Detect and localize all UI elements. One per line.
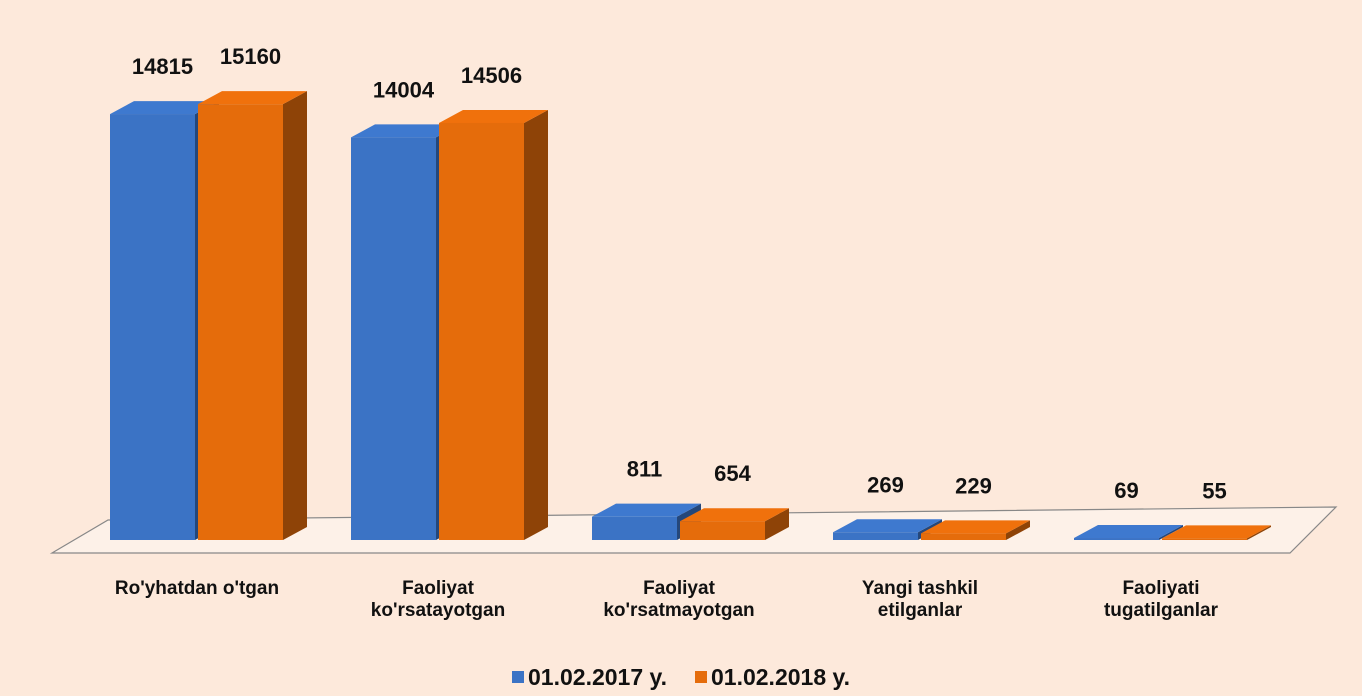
bar-top (833, 519, 942, 533)
bar-top (680, 508, 789, 522)
value-label: 15160 (220, 44, 281, 69)
x-tick-label: Faoliyat ko'rsatayotgan (370, 578, 506, 621)
x-tick-label: Faoliyati tugatilganlar (1103, 578, 1218, 621)
value-label: 14004 (373, 77, 435, 102)
bar-top (351, 124, 460, 138)
bar-top (921, 520, 1030, 534)
bar (110, 114, 195, 540)
x-tick-label: Ro'yhatdan o'tgan (114, 578, 280, 599)
legend: 01.02.2017 y. 01.02.2018 y. (0, 664, 1362, 691)
bar (1074, 538, 1159, 540)
value-label: 69 (1114, 478, 1138, 503)
bar-top (1074, 525, 1183, 539)
bar-side (524, 109, 548, 540)
bar-side (1247, 525, 1271, 540)
bar-side (283, 91, 307, 541)
value-label: 269 (867, 472, 904, 497)
bar (439, 122, 524, 540)
value-label: 55 (1202, 478, 1226, 503)
bar (198, 104, 283, 541)
bar-top (592, 503, 701, 517)
legend-item: 01.02.2018 y. (695, 664, 850, 691)
bar-side (765, 508, 789, 540)
bar (351, 137, 436, 540)
bar-side (1006, 520, 1030, 540)
value-label: 229 (955, 473, 992, 498)
bar-top (110, 101, 219, 115)
bar-side (1159, 525, 1183, 540)
x-tick-label: Yangi tashkil etilganlar (861, 578, 979, 621)
x-tick-label: Faoliyat ko'rsatmayotgan (603, 578, 755, 621)
legend-item: 01.02.2017 y. (512, 664, 667, 691)
bar (833, 532, 918, 540)
value-label: 14506 (461, 63, 522, 88)
bar (592, 516, 677, 540)
bar-top (198, 91, 307, 105)
value-label: 654 (714, 461, 751, 486)
bar-top (1162, 525, 1271, 539)
legend-swatch (512, 671, 525, 683)
legend-swatch (695, 671, 707, 683)
value-label: 811 (627, 457, 663, 482)
legend-label: 01.02.2017 y. (528, 664, 667, 690)
value-label: 14815 (132, 54, 193, 79)
bar (1162, 538, 1247, 540)
bar-top (439, 109, 548, 123)
bar (921, 533, 1006, 540)
legend-label: 01.02.2018 y. (711, 664, 850, 690)
bar (680, 521, 765, 540)
